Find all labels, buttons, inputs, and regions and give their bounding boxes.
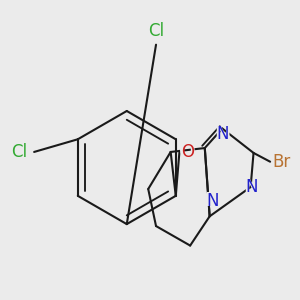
Text: N: N: [206, 192, 219, 210]
Text: O: O: [179, 142, 196, 161]
Text: N: N: [216, 125, 229, 143]
Text: Cl: Cl: [11, 143, 28, 161]
Text: Br: Br: [272, 153, 290, 171]
Text: Br: Br: [272, 152, 296, 171]
Text: N: N: [205, 191, 221, 210]
Text: N: N: [244, 178, 260, 196]
Text: Cl: Cl: [148, 22, 164, 40]
Text: Cl: Cl: [146, 22, 167, 40]
Text: N: N: [214, 125, 230, 144]
Text: O: O: [181, 143, 194, 161]
Text: N: N: [245, 178, 258, 196]
Text: Cl: Cl: [9, 142, 30, 161]
